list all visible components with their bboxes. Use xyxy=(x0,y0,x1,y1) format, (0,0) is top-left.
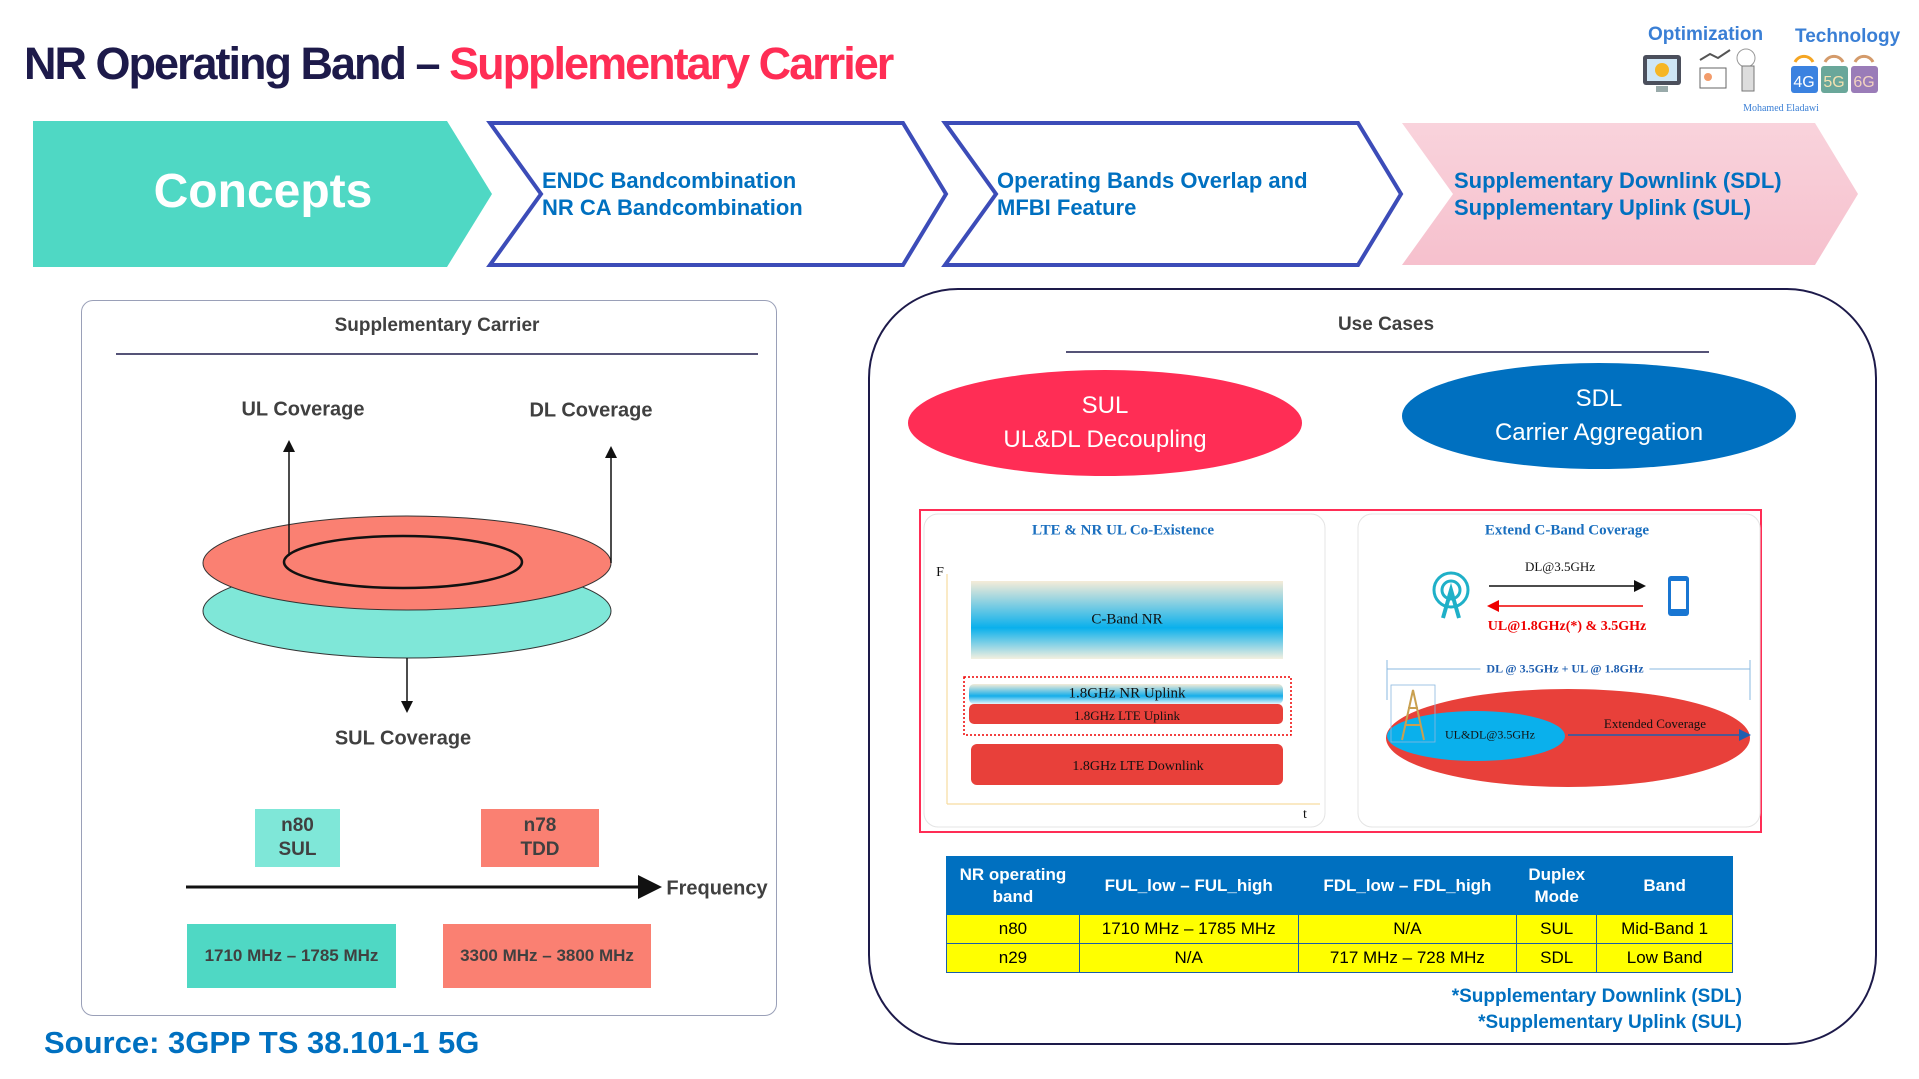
chevron-endc-label: ENDC Bandcombination NR CA Bandcombinati… xyxy=(542,167,803,221)
chevron-concepts-label: Concepts xyxy=(153,165,373,218)
chevron-line: NR CA Bandcombination xyxy=(542,195,803,220)
frequency-label: Frequency xyxy=(666,877,768,900)
cell: 1710 MHz – 1785 MHz xyxy=(1078,914,1299,944)
use-cases-panel xyxy=(868,288,1877,1045)
coexistence-title: LTE & NR UL Co-Existence xyxy=(1032,522,1214,539)
technology-label: Technology xyxy=(1795,26,1901,47)
chevron-sdl-sul-label: Supplementary Downlink (SDL) Supplementa… xyxy=(1454,167,1782,221)
col-header: NR operating band xyxy=(946,856,1080,915)
title-part2: Supplementary Carrier xyxy=(449,38,894,89)
chevron-line: ENDC Bandcombination xyxy=(542,168,797,193)
lte-uplink-label: 1.8GHz LTE Uplink xyxy=(1073,708,1181,723)
extend-title: Extend C-Band Coverage xyxy=(1484,522,1650,539)
chevron-line: MFBI Feature xyxy=(997,195,1137,220)
band-n78-range: 3300 MHz – 3800 MHz xyxy=(443,924,651,988)
cell: N/A xyxy=(1078,943,1299,973)
oval-line: SUL xyxy=(1081,392,1129,419)
sul-oval-label: SUL UL&DL Decoupling xyxy=(1003,389,1206,457)
sul-coverage-label: SUL Coverage xyxy=(334,727,472,750)
col-header: FUL_low – FUL_high xyxy=(1078,856,1299,915)
band-n80-range: 1710 MHz – 1785 MHz xyxy=(187,924,396,988)
optimization-label: Optimization xyxy=(1648,24,1764,45)
chevron-line: Operating Bands Overlap and xyxy=(997,168,1308,193)
dl-label: DL@3.5GHz xyxy=(1524,559,1596,574)
col-header: Band xyxy=(1596,856,1733,915)
ul-label: UL@1.8GHz(*) & 3.5GHz xyxy=(1487,619,1647,634)
oval-line: Carrier Aggregation xyxy=(1494,419,1704,446)
use-cases-title: Use Cases xyxy=(1337,314,1435,335)
inner-coverage-label: UL&DL@3.5GHz xyxy=(1444,727,1536,742)
table-header-row: NR operating band FUL_low – FUL_high FDL… xyxy=(946,856,1733,915)
chevron-line: Supplementary Uplink (SUL) xyxy=(1454,195,1752,220)
title-part1: NR Operating Band – xyxy=(24,38,450,89)
source-citation: Source: 3GPP TS 38.101-1 5G xyxy=(44,1025,480,1060)
band-type: TDD xyxy=(520,839,560,860)
cell: 717 MHz – 728 MHz xyxy=(1297,943,1518,973)
col-header: Duplex Mode xyxy=(1516,856,1598,915)
span-label: DL @ 3.5GHz + UL @ 1.8GHz xyxy=(1480,661,1650,677)
cell: Mid-Band 1 xyxy=(1596,914,1733,944)
band-n78-box: n78 TDD xyxy=(481,809,599,867)
left-panel-title: Supplementary Carrier xyxy=(334,315,540,336)
chevron-line: Supplementary Downlink (SDL) xyxy=(1454,168,1782,193)
oval-line: UL&DL Decoupling xyxy=(1003,426,1207,453)
col-header: FDL_low – FDL_high xyxy=(1297,856,1518,915)
chevron-concepts[interactable] xyxy=(33,121,492,267)
cell: N/A xyxy=(1297,914,1518,944)
chevron-endc[interactable] xyxy=(486,121,949,267)
footnote-sul: *Supplementary Uplink (SUL) xyxy=(1478,1012,1742,1033)
cell: n80 xyxy=(946,914,1080,944)
cband-nr-label: C-Band NR xyxy=(1091,611,1163,628)
cell: SDL xyxy=(1516,943,1598,973)
band-name: n80 xyxy=(281,815,314,836)
cell: SUL xyxy=(1516,914,1598,944)
nr-uplink-label: 1.8GHz NR Uplink xyxy=(1068,685,1186,702)
page-title: NR Operating Band – Supplementary Carrie… xyxy=(24,38,894,90)
dl-coverage-label: DL Coverage xyxy=(529,399,653,422)
lte-downlink-label: 1.8GHz LTE Downlink xyxy=(1072,759,1204,774)
cell: n29 xyxy=(946,943,1080,973)
band-name: n78 xyxy=(523,815,557,836)
chevron-overlap[interactable] xyxy=(941,121,1404,267)
footnote-sdl: *Supplementary Downlink (SDL) xyxy=(1451,986,1742,1007)
t-axis-label: t xyxy=(1303,807,1307,822)
table-row: n80 1710 MHz – 1785 MHz N/A SUL Mid-Band… xyxy=(946,914,1733,944)
ul-coverage-label: UL Coverage xyxy=(241,398,365,421)
sdl-oval-label: SDL Carrier Aggregation xyxy=(1495,382,1703,450)
chevron-sdl-sul[interactable] xyxy=(1402,123,1858,265)
chevron-overlap-label: Operating Bands Overlap and MFBI Feature xyxy=(997,167,1308,221)
oval-line: SDL xyxy=(1575,385,1623,412)
cell: Low Band xyxy=(1596,943,1733,973)
band-n80-box: n80 SUL xyxy=(255,809,340,867)
nr-band-table: NR operating band FUL_low – FUL_high FDL… xyxy=(946,856,1733,973)
table-row: n29 N/A 717 MHz – 728 MHz SDL Low Band xyxy=(946,943,1733,973)
supplementary-carrier-panel xyxy=(81,300,777,1016)
extended-coverage-label: Extended Coverage xyxy=(1603,716,1707,731)
band-type: SUL xyxy=(278,839,317,860)
f-axis-label: F xyxy=(936,565,944,580)
